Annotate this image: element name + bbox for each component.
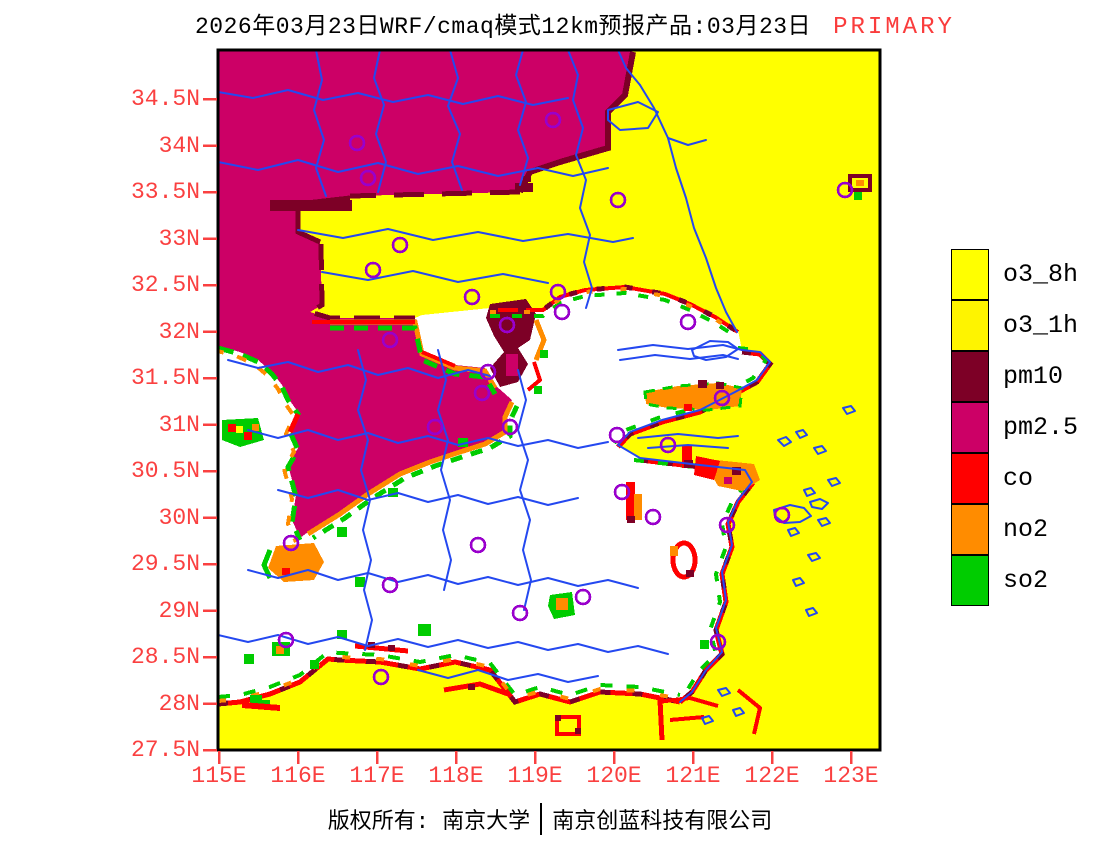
lat-tick-label: 33N xyxy=(158,226,200,252)
legend-label: no2 xyxy=(1003,515,1049,544)
legend-label: pm10 xyxy=(1003,362,1064,391)
lat-tick-label: 34N xyxy=(158,133,200,159)
legend-swatch-o3-8h xyxy=(951,249,989,300)
lat-tick-label: 31.5N xyxy=(130,365,200,391)
lat-tick-label: 32N xyxy=(158,319,200,345)
divider xyxy=(540,803,543,835)
legend-swatch-no2 xyxy=(951,504,989,555)
page-title-tag: PRIMARY xyxy=(833,14,955,41)
legend-row: o3_8h xyxy=(951,249,1078,300)
legend-row: co xyxy=(951,453,1078,504)
lat-tick-label: 27.5N xyxy=(130,737,200,763)
lon-tick-label: 122E xyxy=(744,763,800,789)
forecast-map-svg xyxy=(203,48,882,764)
page-title: 2026年03月23日WRF/cmaq模式12km预报产品:03月23日 PRI… xyxy=(195,6,1075,41)
copyright-owner: 版权所有: 南京大学 xyxy=(327,810,531,835)
legend-row: o3_1h xyxy=(951,300,1078,351)
legend-swatch-o3-1h xyxy=(951,300,989,351)
legend-swatch-pm25 xyxy=(951,402,989,453)
city-markers xyxy=(277,111,854,686)
legend-label: pm2.5 xyxy=(1003,413,1079,442)
lat-tick-label: 34.5N xyxy=(130,86,200,112)
lat-tick-label: 33.5N xyxy=(130,179,200,205)
page-title-text: 2026年03月23日WRF/cmaq模式12km预报产品:03月23日 xyxy=(195,14,812,40)
legend-label: co xyxy=(1003,464,1034,493)
legend-swatch-pm10 xyxy=(951,351,989,402)
lon-tick-label: 123E xyxy=(823,763,879,789)
legend-row: no2 xyxy=(951,504,1078,555)
legend-label: o3_8h xyxy=(1003,260,1079,289)
legend-row: pm2.5 xyxy=(951,402,1078,453)
legend-swatch-so2 xyxy=(951,555,989,606)
forecast-map xyxy=(200,35,900,770)
map-frame xyxy=(216,48,882,752)
legend-swatch-co xyxy=(951,453,989,504)
lon-tick-label: 115E xyxy=(191,763,247,789)
co-streaks xyxy=(241,642,763,741)
lat-tick-label: 30.5N xyxy=(130,458,200,484)
legend-row: pm10 xyxy=(951,351,1078,402)
copyright-footer: 版权所有: 南京大学 南京创蓝科技有限公司 xyxy=(0,803,1100,835)
lon-tick-label: 120E xyxy=(586,763,642,789)
lon-tick-label: 121E xyxy=(665,763,721,789)
lat-tick-label: 29.5N xyxy=(130,551,200,577)
lat-tick-label: 32.5N xyxy=(130,272,200,298)
legend: o3_8h o3_1h pm10 pm2.5 co no2 so2 xyxy=(951,249,1078,606)
legend-label: o3_1h xyxy=(1003,311,1079,340)
lat-tick-label: 28N xyxy=(158,691,200,717)
legend-label: so2 xyxy=(1003,566,1049,595)
lon-tick-label: 119E xyxy=(507,763,563,789)
lon-tick-label: 116E xyxy=(270,763,326,789)
north-edge-strips xyxy=(490,284,740,340)
lon-tick-label: 117E xyxy=(349,763,405,789)
lat-tick-label: 29N xyxy=(158,598,200,624)
south-edge-strips xyxy=(218,649,681,707)
pm10-ridges xyxy=(270,51,872,394)
axis-ticks xyxy=(203,97,853,764)
lat-tick-label: 28.5N xyxy=(130,644,200,670)
lon-tick-label: 118E xyxy=(428,763,484,789)
lat-tick-label: 30N xyxy=(158,505,200,531)
copyright-company: 南京创蓝科技有限公司 xyxy=(552,810,773,835)
legend-row: so2 xyxy=(951,555,1078,606)
lat-tick-label: 31N xyxy=(158,412,200,438)
